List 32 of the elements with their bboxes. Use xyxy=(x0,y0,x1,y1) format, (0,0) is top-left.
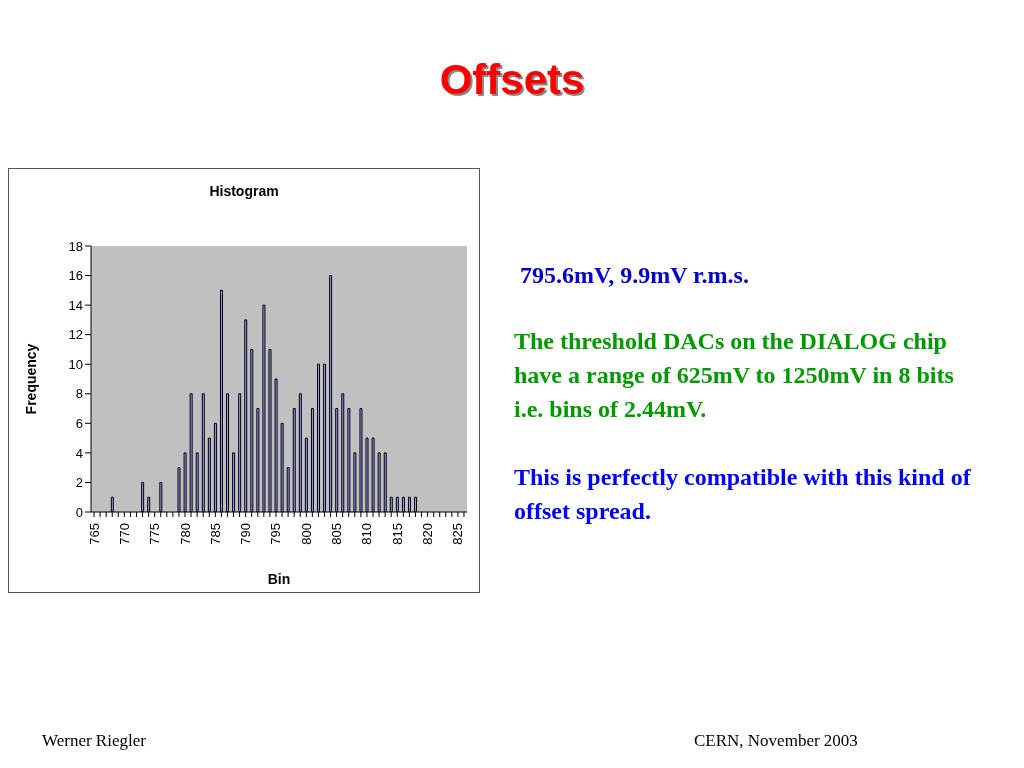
x-axis-title: Bin xyxy=(267,571,291,587)
y-tick-label: 18 xyxy=(68,238,83,254)
x-tick-label: 795 xyxy=(268,523,284,545)
x-tick-label: 820 xyxy=(420,523,436,545)
chart-subtitle: Histogram xyxy=(208,183,280,199)
y-tick-label: 6 xyxy=(75,415,83,431)
y-axis-title: Frequency xyxy=(22,343,39,415)
text: CERN, November 2003 xyxy=(694,730,859,752)
x-tick-label: 770 xyxy=(116,523,132,545)
y-tick-label: 14 xyxy=(68,297,83,313)
text: Werner Riegler xyxy=(42,730,147,752)
x-tick-label: 800 xyxy=(298,523,314,545)
x-tick-label: 790 xyxy=(238,523,254,545)
text: This is perfectly compatible with this kind of offset spread. xyxy=(514,463,972,526)
text: 795.6mV, 9.9mV r.m.s. xyxy=(520,261,750,290)
y-tick-label: 12 xyxy=(68,327,83,343)
x-tick-label: 765 xyxy=(86,523,102,545)
y-tick-label: 10 xyxy=(68,356,83,372)
x-tick-label: 810 xyxy=(359,523,375,545)
x-tick-label: 805 xyxy=(329,523,345,545)
x-tick-label: 780 xyxy=(177,523,193,545)
y-tick-label: 4 xyxy=(75,445,83,461)
x-tick-label: 815 xyxy=(389,523,405,545)
y-tick-label: 8 xyxy=(75,386,83,402)
y-tick-label: 16 xyxy=(68,268,83,284)
text: The threshold DACs on the DIALOG chip have a range of 625mV to 1250mV in 8 bits i.e. bins of 2.44mV. xyxy=(514,327,955,424)
x-tick-label: 775 xyxy=(147,523,163,545)
y-tick-label: 2 xyxy=(75,475,83,491)
x-tick-label: 785 xyxy=(207,523,223,545)
x-tick-label: 825 xyxy=(450,523,466,545)
chart-title: Offsets xyxy=(438,56,586,104)
y-tick-label: 0 xyxy=(75,504,83,520)
